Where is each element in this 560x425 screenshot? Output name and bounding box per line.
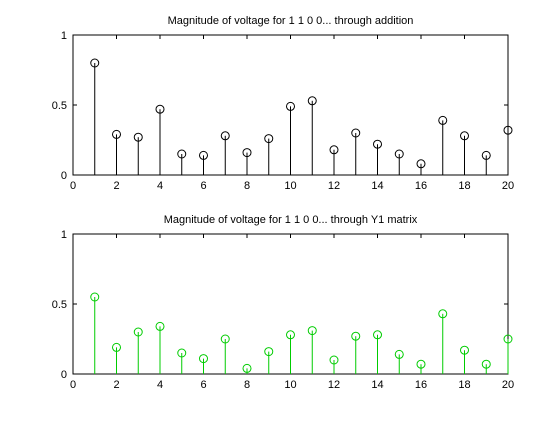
x-tick-label: 4 (157, 180, 163, 192)
x-tick-label: 2 (113, 379, 119, 391)
x-tick-label: 18 (458, 379, 470, 391)
stem-marker (460, 131, 469, 141)
stem-marker (307, 96, 317, 106)
stem-marker (199, 150, 208, 160)
x-tick-label: 12 (328, 180, 340, 192)
stem-marker (177, 149, 187, 159)
stem-marker (394, 149, 404, 159)
stem-marker (242, 148, 252, 158)
y-tick-label: 0 (61, 170, 67, 182)
stem-marker (286, 101, 295, 111)
x-tick-label: 8 (244, 180, 250, 192)
stem-marker (373, 330, 382, 340)
x-tick-label: 16 (415, 180, 427, 192)
stem-marker (286, 330, 295, 340)
stem-marker (503, 334, 513, 344)
stem-marker (177, 348, 187, 358)
subplot-1: Magnitude of voltage for 1 1 0 0... thro… (52, 15, 514, 192)
stem-marker (460, 345, 469, 355)
stem-marker (133, 132, 143, 142)
subplot-1-stems (90, 58, 513, 175)
y-tick-label: 0.5 (52, 299, 67, 311)
subplot-2-y-ticks: 00.51 (52, 229, 508, 381)
stem-marker (264, 347, 274, 357)
y-tick-label: 0 (61, 369, 67, 381)
stem-marker (373, 139, 382, 149)
x-tick-label: 14 (371, 379, 383, 391)
stem-marker (351, 128, 361, 138)
stem-marker (90, 292, 100, 302)
stem-marker (394, 349, 404, 359)
x-tick-label: 20 (502, 379, 514, 391)
x-tick-label: 6 (200, 379, 206, 391)
stem-marker (503, 125, 513, 135)
stem-marker (155, 104, 165, 114)
x-tick-label: 0 (70, 379, 76, 391)
stem-marker (112, 129, 121, 139)
x-tick-label: 4 (157, 379, 163, 391)
x-tick-label: 16 (415, 379, 427, 391)
y-tick-label: 0.5 (52, 100, 67, 112)
stem-marker (112, 342, 121, 352)
subplot-1-title: Magnitude of voltage for 1 1 0 0... thro… (168, 15, 414, 27)
stem-marker (329, 355, 339, 365)
stem-marker (438, 309, 448, 319)
stem-marker (242, 363, 252, 373)
y-tick-label: 1 (61, 30, 67, 42)
subplot-2-title: Magnitude of voltage for 1 1 0 0... thro… (164, 214, 418, 226)
stem-marker (155, 321, 165, 331)
subplot-2-stems (90, 292, 513, 374)
x-tick-label: 14 (371, 180, 383, 192)
y-tick-label: 1 (61, 229, 67, 241)
x-tick-label: 8 (244, 379, 250, 391)
stem-marker (329, 145, 339, 155)
stem-marker (90, 58, 100, 68)
stem-marker (438, 115, 448, 125)
stem-marker (220, 334, 230, 344)
stem-marker (264, 134, 274, 144)
x-tick-label: 18 (458, 180, 470, 192)
x-tick-label: 20 (502, 180, 514, 192)
stem-marker (220, 131, 230, 141)
x-tick-label: 12 (328, 379, 340, 391)
stem-marker (307, 326, 317, 336)
stem-marker (481, 150, 491, 160)
stem-marker (416, 359, 426, 369)
x-tick-label: 2 (113, 180, 119, 192)
stem-marker (481, 359, 491, 369)
stem-marker (199, 354, 208, 364)
subplot-2: Magnitude of voltage for 1 1 0 0... thro… (52, 214, 514, 391)
x-tick-label: 10 (284, 180, 296, 192)
subplot-1-y-ticks: 00.51 (52, 30, 508, 182)
stem-marker (133, 327, 143, 337)
x-tick-label: 6 (200, 180, 206, 192)
stem-marker (351, 331, 361, 341)
stem-marker (416, 159, 426, 169)
x-tick-label: 10 (284, 379, 296, 391)
x-tick-label: 0 (70, 180, 76, 192)
